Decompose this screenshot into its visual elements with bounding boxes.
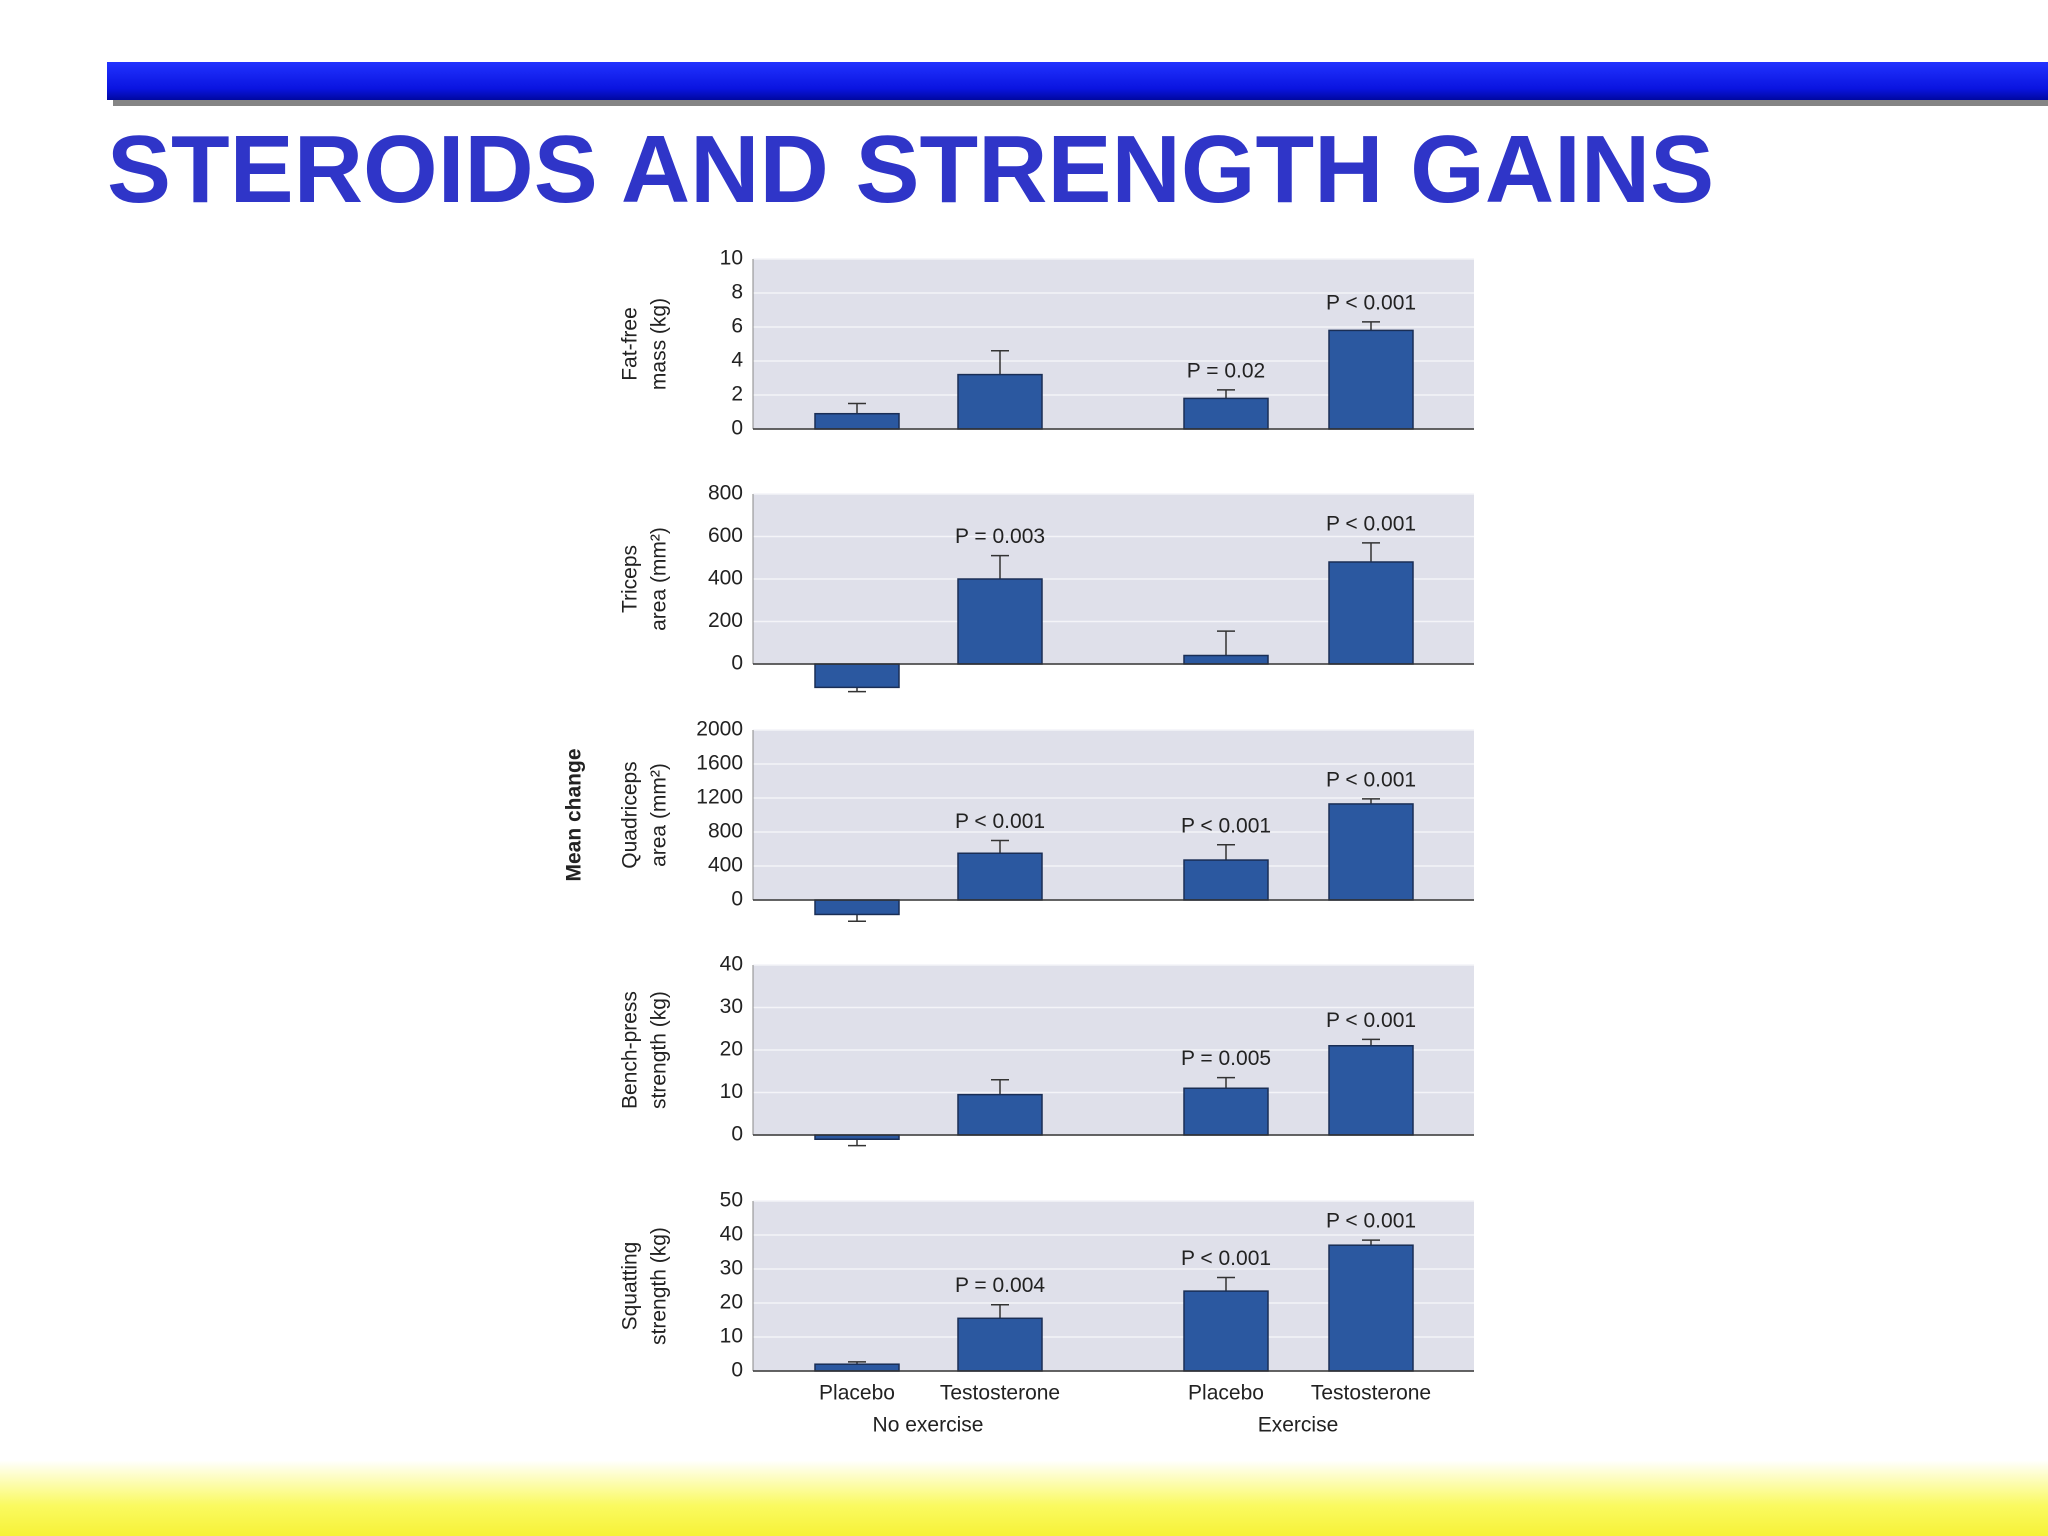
p-value-label: P < 0.001 bbox=[1326, 768, 1416, 791]
p-value-label: P = 0.003 bbox=[955, 525, 1045, 548]
y-axis-label: area (mm²) bbox=[648, 527, 671, 631]
p-value-label: P = 0.02 bbox=[1187, 359, 1265, 382]
y-axis-label: Squatting bbox=[619, 1242, 642, 1331]
y-tick-label: 8 bbox=[731, 281, 743, 304]
slide-title: STEROIDS AND STRENGTH GAINS bbox=[107, 116, 1714, 223]
group-label: No exercise bbox=[873, 1414, 984, 1437]
bar bbox=[1328, 1045, 1414, 1136]
y-tick-label: 1200 bbox=[696, 786, 743, 809]
shared-y-label: Mean change bbox=[563, 748, 586, 881]
y-tick-label: 400 bbox=[708, 567, 743, 590]
p-value-label: P < 0.001 bbox=[1326, 1210, 1416, 1233]
p-value-label: P < 0.001 bbox=[1326, 291, 1416, 314]
y-tick-label: 2 bbox=[731, 383, 743, 406]
bar bbox=[957, 373, 1043, 430]
y-tick-label: 6 bbox=[731, 315, 743, 338]
bar bbox=[1328, 329, 1414, 430]
y-axis-label: Bench-press bbox=[619, 991, 642, 1109]
y-tick-label: 4 bbox=[731, 349, 743, 372]
x-tick-label: Placebo bbox=[819, 1382, 895, 1405]
bar bbox=[1328, 561, 1414, 665]
bar bbox=[1328, 1244, 1414, 1372]
bar bbox=[957, 1093, 1043, 1136]
y-tick-label: 10 bbox=[720, 1080, 743, 1103]
bar bbox=[814, 1363, 900, 1372]
y-tick-label: 30 bbox=[720, 995, 743, 1018]
y-tick-label: 400 bbox=[708, 854, 743, 877]
bar bbox=[1328, 803, 1414, 901]
y-tick-label: 40 bbox=[720, 1223, 743, 1246]
y-axis-label: Triceps bbox=[619, 545, 642, 613]
bar bbox=[1183, 1290, 1269, 1372]
y-tick-label: 30 bbox=[720, 1257, 743, 1280]
p-value-label: P < 0.001 bbox=[1326, 1009, 1416, 1032]
bar bbox=[957, 852, 1043, 901]
p-value-label: P = 0.004 bbox=[955, 1274, 1045, 1297]
y-tick-label: 40 bbox=[720, 953, 743, 976]
x-tick-label: Testosterone bbox=[940, 1382, 1060, 1405]
banner bbox=[107, 62, 2048, 100]
y-tick-label: 0 bbox=[731, 888, 743, 911]
y-axis-label: area (mm²) bbox=[648, 763, 671, 867]
bar bbox=[1183, 859, 1269, 901]
bar bbox=[1183, 397, 1269, 430]
p-value-label: P < 0.001 bbox=[1181, 814, 1271, 837]
y-tick-label: 50 bbox=[720, 1189, 743, 1212]
y-tick-label: 20 bbox=[720, 1038, 743, 1061]
bar bbox=[814, 663, 900, 689]
y-tick-label: 0 bbox=[731, 417, 743, 440]
y-tick-label: 200 bbox=[708, 609, 743, 632]
bar bbox=[1183, 1087, 1269, 1136]
p-value-label: P < 0.001 bbox=[1181, 1247, 1271, 1270]
bar bbox=[957, 1317, 1043, 1372]
bar bbox=[1183, 654, 1269, 665]
y-axis-label: Fat-free bbox=[619, 307, 642, 381]
y-axis-label: mass (kg) bbox=[648, 298, 671, 390]
p-value-label: P < 0.001 bbox=[1326, 512, 1416, 535]
p-value-label: P = 0.005 bbox=[1181, 1047, 1271, 1070]
x-tick-label: Testosterone bbox=[1311, 1382, 1431, 1405]
y-tick-label: 0 bbox=[731, 1123, 743, 1146]
y-axis-label: strength (kg) bbox=[648, 991, 671, 1109]
group-label: Exercise bbox=[1258, 1414, 1339, 1437]
bar bbox=[814, 899, 900, 916]
y-axis-label: Quadriceps bbox=[619, 761, 642, 868]
y-tick-label: 10 bbox=[720, 1325, 743, 1348]
y-tick-label: 20 bbox=[720, 1291, 743, 1314]
y-tick-label: 10 bbox=[720, 247, 743, 270]
y-tick-label: 2000 bbox=[696, 718, 743, 741]
y-tick-label: 800 bbox=[708, 820, 743, 843]
bar bbox=[957, 578, 1043, 665]
p-value-label: P < 0.001 bbox=[955, 810, 1045, 833]
y-tick-label: 800 bbox=[708, 482, 743, 505]
y-axis-label: strength (kg) bbox=[648, 1227, 671, 1345]
y-tick-label: 0 bbox=[731, 1359, 743, 1382]
footer-band bbox=[0, 1460, 2048, 1536]
x-tick-label: Placebo bbox=[1188, 1382, 1264, 1405]
y-tick-label: 0 bbox=[731, 652, 743, 675]
y-tick-label: 600 bbox=[708, 524, 743, 547]
bar bbox=[814, 412, 900, 430]
y-tick-label: 1600 bbox=[696, 752, 743, 775]
